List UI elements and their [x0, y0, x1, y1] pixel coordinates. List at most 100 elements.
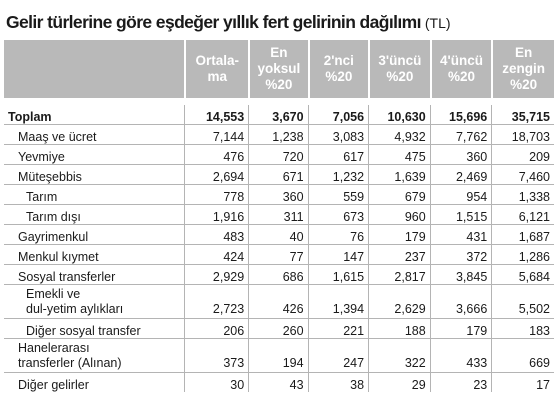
income-table: Ortala- ma En yoksul %20 2'nci %20 3'ünc… [4, 40, 554, 392]
column-header-third-20: 3'üncü %20 [368, 40, 430, 98]
cell-value: 1,615 [307, 265, 369, 285]
cell-value: 7,144 [184, 125, 249, 145]
cell-value: 778 [184, 185, 249, 205]
header-row: Ortala- ma En yoksul %20 2'nci %20 3'ünc… [4, 40, 554, 98]
cell-value: 7,056 [307, 105, 369, 125]
cell-value: 431 [429, 225, 492, 245]
cell-value: 10,630 [368, 105, 430, 125]
cell-value: 3,845 [429, 265, 492, 285]
cell-value: 426 [248, 285, 308, 319]
cell-value: 720 [248, 145, 308, 165]
row-label: Sosyal transferler [4, 265, 185, 285]
cell-value: 322 [368, 339, 430, 373]
cell-value: 6,121 [491, 205, 554, 225]
cell-value: 1,394 [307, 285, 369, 319]
cell-value: 2,723 [184, 285, 249, 319]
cell-value: 38 [307, 373, 369, 392]
cell-value: 671 [248, 165, 308, 185]
cell-value: 475 [368, 145, 430, 165]
cell-value: 77 [248, 245, 308, 265]
cell-value: 194 [248, 339, 308, 373]
row-label: Emekli ve dul-yetim aylıkları [4, 285, 185, 319]
table-row: Yevmiye 476 720 617 475 360 209 [4, 145, 554, 165]
table-row: Maaş ve ücret 7,144 1,238 3,083 4,932 7,… [4, 125, 554, 145]
cell-value: 673 [307, 205, 369, 225]
cell-value: 29 [368, 373, 430, 392]
cell-value: 209 [491, 145, 554, 165]
cell-value: 311 [248, 205, 308, 225]
cell-value: 2,469 [429, 165, 492, 185]
cell-value: 3,083 [307, 125, 369, 145]
cell-value: 5,502 [491, 285, 554, 319]
cell-value: 14,553 [184, 105, 249, 125]
cell-value: 179 [368, 225, 430, 245]
cell-value: 1,232 [307, 165, 369, 185]
page-title: Gelir türlerine göre eşdeğer yıllık fert… [6, 8, 451, 36]
row-label: Toplam [4, 105, 185, 125]
cell-value: 3,666 [429, 285, 492, 319]
cell-value: 2,629 [368, 285, 430, 319]
column-header-poorest-20: En yoksul %20 [248, 40, 308, 98]
row-label: Yevmiye [4, 145, 185, 165]
cell-value: 206 [184, 319, 249, 339]
cell-value: 4,932 [368, 125, 430, 145]
cell-value: 7,762 [429, 125, 492, 145]
cell-value: 2,694 [184, 165, 249, 185]
cell-value: 147 [307, 245, 369, 265]
cell-value: 373 [184, 339, 249, 373]
cell-value: 960 [368, 205, 430, 225]
cell-value: 559 [307, 185, 369, 205]
cell-value: 1,286 [491, 245, 554, 265]
cell-value: 1,916 [184, 205, 249, 225]
table-row: Emekli ve dul-yetim aylıkları 2,723 426 … [4, 285, 554, 319]
cell-value: 686 [248, 265, 308, 285]
cell-value: 360 [429, 145, 492, 165]
table-row: Diğer gelirler 30 43 38 29 23 17 [4, 373, 554, 392]
column-header-average: Ortala- ma [184, 40, 249, 98]
table-row: Gayrimenkul 483 40 76 179 431 1,687 [4, 225, 554, 245]
cell-value: 76 [307, 225, 369, 245]
row-label: Müteşebbis [4, 165, 185, 185]
table-row: Tarım dışı 1,916 311 673 960 1,515 6,121 [4, 205, 554, 225]
table-row: Müteşebbis 2,694 671 1,232 1,639 2,469 7… [4, 165, 554, 185]
cell-value: 40 [248, 225, 308, 245]
cell-value: 247 [307, 339, 369, 373]
cell-value: 7,460 [491, 165, 554, 185]
row-label: Menkul kıymet [4, 245, 185, 265]
table-row: Sosyal transferler 2,929 686 1,615 2,817… [4, 265, 554, 285]
cell-value: 5,684 [491, 265, 554, 285]
cell-value: 360 [248, 185, 308, 205]
cell-value: 424 [184, 245, 249, 265]
cell-value: 1,515 [429, 205, 492, 225]
cell-value: 679 [368, 185, 430, 205]
cell-value: 3,670 [248, 105, 308, 125]
cell-value: 476 [184, 145, 249, 165]
cell-value: 179 [429, 319, 492, 339]
cell-value: 221 [307, 319, 369, 339]
column-header-fourth-20: 4'üncü %20 [429, 40, 492, 98]
cell-value: 1,639 [368, 165, 430, 185]
cell-value: 17 [491, 373, 554, 392]
row-label: Maaş ve ücret [4, 125, 185, 145]
row-label: Diğer sosyal transfer [4, 319, 185, 339]
cell-value: 2,817 [368, 265, 430, 285]
cell-value: 1,338 [491, 185, 554, 205]
cell-value: 18,703 [491, 125, 554, 145]
header-spacer [4, 98, 554, 105]
cell-value: 669 [491, 339, 554, 373]
title-unit: (TL) [424, 15, 451, 31]
cell-value: 483 [184, 225, 249, 245]
table-row: Toplam 14,553 3,670 7,056 10,630 15,696 … [4, 105, 554, 125]
cell-value: 260 [248, 319, 308, 339]
column-header-second-20: 2'nci %20 [307, 40, 369, 98]
table-row: Diğer sosyal transfer 206 260 221 188 17… [4, 319, 554, 339]
cell-value: 1,687 [491, 225, 554, 245]
cell-value: 30 [184, 373, 248, 392]
table-row: Tarım 778 360 559 679 954 1,338 [4, 185, 554, 205]
table-row: Menkul kıymet 424 77 147 237 372 1,286 [4, 245, 554, 265]
cell-value: 188 [368, 319, 430, 339]
row-label: Gayrimenkul [4, 225, 185, 245]
row-label: Tarım dışı [4, 205, 185, 225]
table-row: Hanelerarası transferler (Alınan) 373 19… [4, 339, 554, 373]
